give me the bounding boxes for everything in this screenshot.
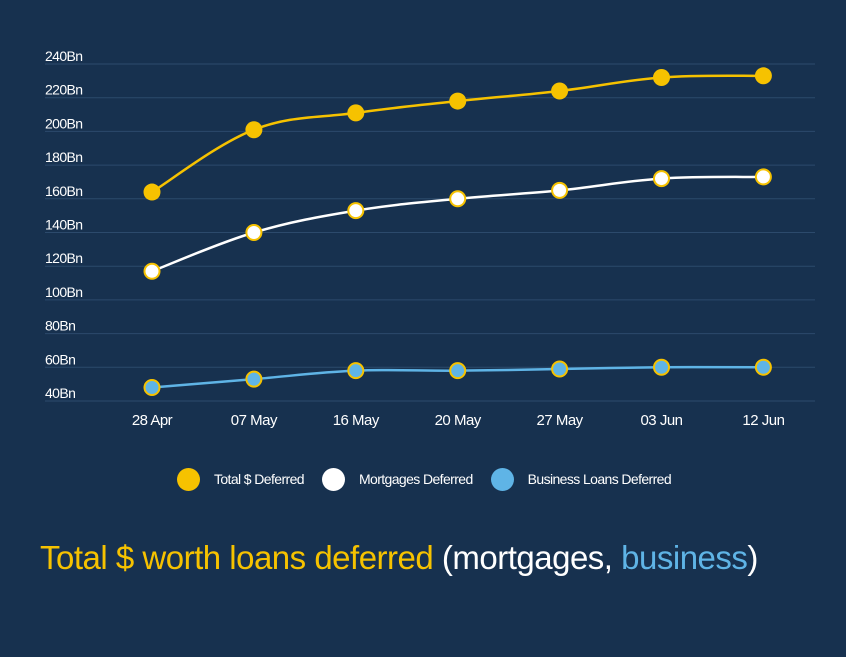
line-chart: 40Bn 60Bn 80Bn 100Bn 120Bn 140Bn 160Bn 180Bn 200… [45, 48, 815, 429]
point-total-3 [449, 92, 467, 110]
point-total-0 [143, 183, 161, 201]
point-total-1 [245, 121, 263, 139]
y-tick-label: 120Bn [45, 250, 82, 266]
point-total-6 [754, 67, 772, 85]
y-tick-label: 180Bn [45, 149, 82, 165]
x-tick-label: 07 May [231, 412, 278, 429]
x-tick-label: 27 May [536, 412, 583, 429]
point-total-5 [653, 68, 670, 86]
point-mortgages-4 [551, 181, 569, 199]
legend-item-mortgages: Mortgages Deferred [321, 467, 473, 491]
point-business-0 [143, 379, 161, 397]
x-axis-ticks: 28 Apr 07 May 16 May 20 May 27 May 03 Jun 12 J… [132, 412, 785, 429]
legend-item-total: Total $ Deferred [176, 467, 305, 491]
x-tick-label: 28 Apr [132, 412, 173, 429]
point-business-6 [754, 358, 772, 376]
series-markers [143, 67, 772, 397]
legend-label-total: Total $ Deferred [213, 471, 305, 487]
y-tick-label: 160Bn [45, 183, 82, 199]
y-tick-label: 220Bn [45, 82, 82, 98]
legend-label-business: Business Loans Deferred [527, 471, 672, 487]
point-mortgages-1 [245, 224, 263, 241]
y-tick-label: 240Bn [45, 48, 82, 64]
point-mortgages-2 [347, 202, 365, 220]
series-lines [151, 74, 764, 389]
chart-caption: Total $ worth loans deferred (mortgages,… [40, 539, 846, 577]
legend-label-mortgages: Mortgages Deferred [358, 471, 473, 487]
grid-lines [45, 63, 815, 402]
point-business-3 [449, 362, 467, 380]
point-business-4 [551, 360, 569, 378]
chart-legend: Total $ Deferred Mortgages Deferred Busi… [0, 465, 846, 493]
point-mortgages-3 [449, 190, 467, 208]
point-mortgages-5 [653, 170, 670, 188]
x-tick-label: 16 May [333, 412, 380, 429]
point-business-5 [653, 358, 670, 376]
legend-item-business: Business Loans Deferred [490, 467, 672, 491]
point-mortgages-6 [754, 168, 772, 186]
y-tick-label: 100Bn [45, 284, 82, 300]
point-total-4 [551, 82, 569, 100]
point-mortgages-0 [143, 262, 161, 280]
caption-total: Total $ worth loans deferred [40, 539, 434, 576]
caption-close: ) [747, 539, 758, 576]
legend-swatch-business [490, 467, 514, 491]
legend-swatch-total [176, 467, 200, 491]
point-business-2 [347, 362, 365, 380]
y-tick-label: 200Bn [45, 115, 82, 131]
caption-open: (mortgages, [433, 539, 622, 576]
y-tick-label: 60Bn [45, 351, 75, 367]
y-tick-label: 140Bn [45, 217, 82, 233]
point-business-1 [245, 370, 263, 388]
y-tick-label: 40Bn [45, 385, 75, 401]
caption-business: business [621, 539, 748, 576]
point-total-2 [347, 104, 365, 122]
x-tick-label: 03 Jun [640, 412, 682, 429]
legend-swatch-mortgages [321, 467, 345, 491]
x-tick-label: 12 Jun [742, 412, 784, 429]
x-tick-label: 20 May [435, 412, 482, 429]
y-tick-label: 80Bn [45, 318, 75, 334]
y-axis-ticks: 40Bn 60Bn 80Bn 100Bn 120Bn 140Bn 160Bn 180Bn 200… [45, 48, 83, 401]
